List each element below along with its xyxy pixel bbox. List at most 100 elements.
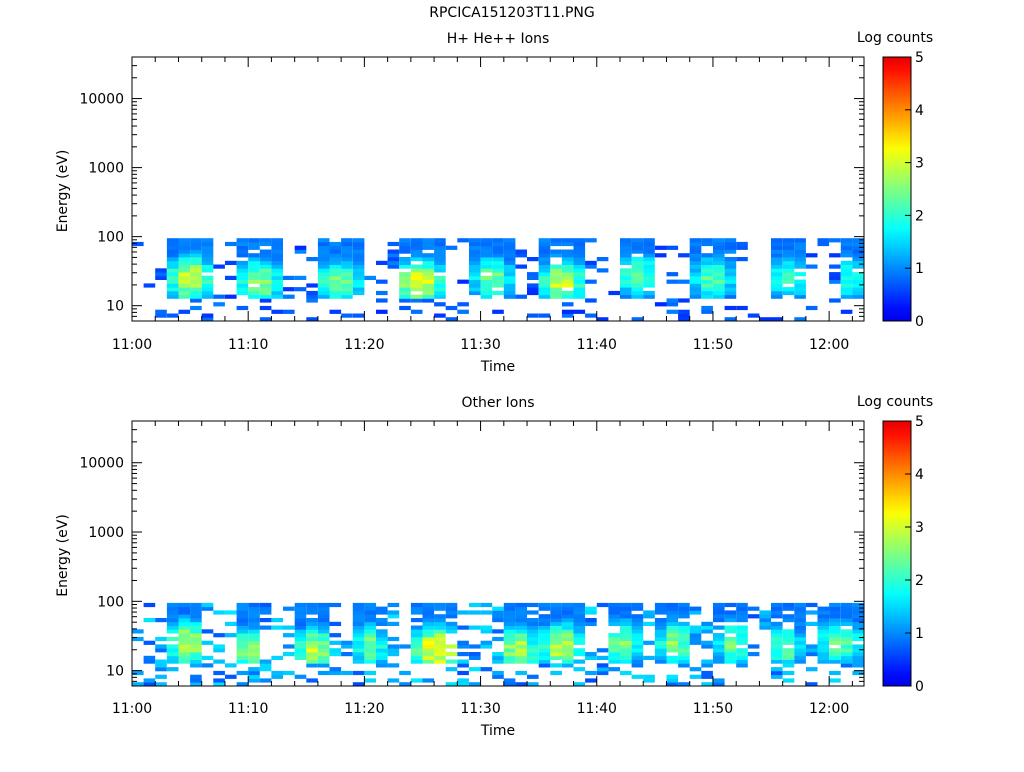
- heatmap-cell: [352, 264, 365, 269]
- heatmap-cell: [399, 238, 411, 243]
- heatmap-cell: [829, 253, 841, 258]
- heatmap-cell: [166, 279, 179, 284]
- heatmap-cell: [573, 602, 586, 608]
- heatmap-cell: [538, 238, 551, 243]
- heatmap-cell: [643, 249, 655, 254]
- heatmap-cell: [236, 644, 249, 649]
- heatmap-cell: [259, 249, 272, 254]
- heatmap-cell: [399, 298, 411, 303]
- heatmap-cell: [317, 648, 330, 653]
- heatmap-cell: [608, 610, 620, 615]
- heatmap-cell: [794, 283, 806, 288]
- heatmap-cell: [620, 636, 632, 642]
- heatmap-cell: [527, 640, 539, 645]
- heatmap-cell: [771, 659, 783, 664]
- heatmap-cell: [782, 614, 795, 619]
- heatmap-cell: [794, 279, 806, 284]
- heatmap-cell: [817, 606, 830, 611]
- heatmap-cell: [317, 640, 330, 645]
- x-tick-label: 11:50: [693, 337, 733, 353]
- heatmap-cell: [236, 272, 249, 277]
- heatmap-cell: [457, 663, 469, 668]
- heatmap-cell: [422, 636, 435, 642]
- heatmap-cell: [631, 294, 644, 299]
- heatmap-cell: [445, 644, 458, 649]
- heatmap-cell: [236, 606, 249, 611]
- heatmap-cell: [550, 283, 562, 288]
- heatmap-cell: [457, 670, 469, 676]
- heatmap-cell: [631, 674, 644, 679]
- heatmap-cell: [190, 290, 202, 296]
- heatmap-cell: [771, 264, 783, 269]
- heatmap-cell: [840, 629, 853, 634]
- heatmap-cell: [550, 614, 562, 619]
- heatmap-cell: [352, 670, 365, 676]
- heatmap-cell: [782, 249, 795, 254]
- heatmap-cell: [631, 260, 644, 265]
- heatmap-cell: [248, 241, 260, 247]
- heatmap-cell: [445, 602, 458, 608]
- heatmap-cell: [713, 682, 725, 687]
- heatmap-cell: [759, 621, 771, 626]
- heatmap-cell: [457, 644, 469, 649]
- heatmap-cell: [736, 640, 748, 645]
- heatmap-cell: [166, 257, 179, 262]
- heatmap-cell: [608, 648, 620, 653]
- heatmap-cell: [166, 618, 179, 623]
- heatmap-cell: [550, 249, 562, 254]
- heatmap-cell: [573, 245, 586, 250]
- heatmap-cell: [515, 659, 527, 664]
- heatmap-cell: [190, 602, 202, 608]
- heatmap-cell: [817, 238, 830, 243]
- heatmap-cell: [410, 279, 423, 284]
- heatmap-cell: [620, 652, 632, 657]
- heatmap-cell: [410, 602, 423, 608]
- heatmap-cell: [178, 294, 191, 299]
- heatmap-cell: [713, 283, 725, 288]
- heatmap-cell: [724, 317, 737, 322]
- heatmap-cell: [434, 618, 446, 623]
- heatmap-cell: [701, 275, 713, 280]
- heatmap-cell: [678, 606, 690, 611]
- heatmap-cell: [782, 241, 795, 247]
- heatmap-cell: [236, 618, 249, 623]
- heatmap-cell: [492, 249, 504, 254]
- heatmap-cell: [317, 249, 330, 254]
- heatmap-cell: [654, 655, 667, 660]
- heatmap-cell: [236, 249, 249, 254]
- heatmap-cell: [317, 253, 330, 258]
- heatmap-cell: [469, 279, 481, 284]
- heatmap-cell: [155, 313, 167, 318]
- heatmap-cell: [689, 245, 702, 250]
- heatmap-cell: [538, 625, 551, 630]
- heatmap-cell: [771, 614, 783, 619]
- heatmap-cell: [469, 275, 481, 280]
- heatmap-cell: [248, 674, 260, 679]
- heatmap-cell: [248, 678, 260, 683]
- heatmap-cell: [317, 655, 330, 660]
- heatmap-cell: [689, 238, 702, 243]
- heatmap-cell: [469, 602, 481, 608]
- heatmap-cell: [410, 678, 423, 683]
- heatmap-cell: [782, 640, 795, 645]
- heatmap-cell: [213, 264, 225, 269]
- heatmap-cell: [550, 238, 562, 243]
- heatmap-cell: [480, 241, 493, 247]
- heatmap-cell: [410, 636, 423, 642]
- heatmap-cell: [166, 602, 179, 608]
- heatmap-cell: [445, 245, 458, 250]
- heatmap-cell: [190, 674, 202, 679]
- heatmap-cell: [503, 272, 516, 277]
- heatmap-cell: [620, 287, 632, 292]
- heatmap-cell: [236, 238, 249, 243]
- heatmap-cell: [573, 279, 586, 284]
- heatmap-cell: [410, 633, 423, 638]
- heatmap-cell: [794, 287, 806, 292]
- heatmap-cell: [794, 652, 806, 657]
- heatmap-cell: [399, 249, 411, 254]
- heatmap-cell: [376, 618, 388, 623]
- heatmap-cell: [166, 648, 179, 653]
- heatmap-cell: [469, 610, 481, 615]
- heatmap-cell: [538, 640, 551, 645]
- heatmap-cell: [701, 264, 713, 269]
